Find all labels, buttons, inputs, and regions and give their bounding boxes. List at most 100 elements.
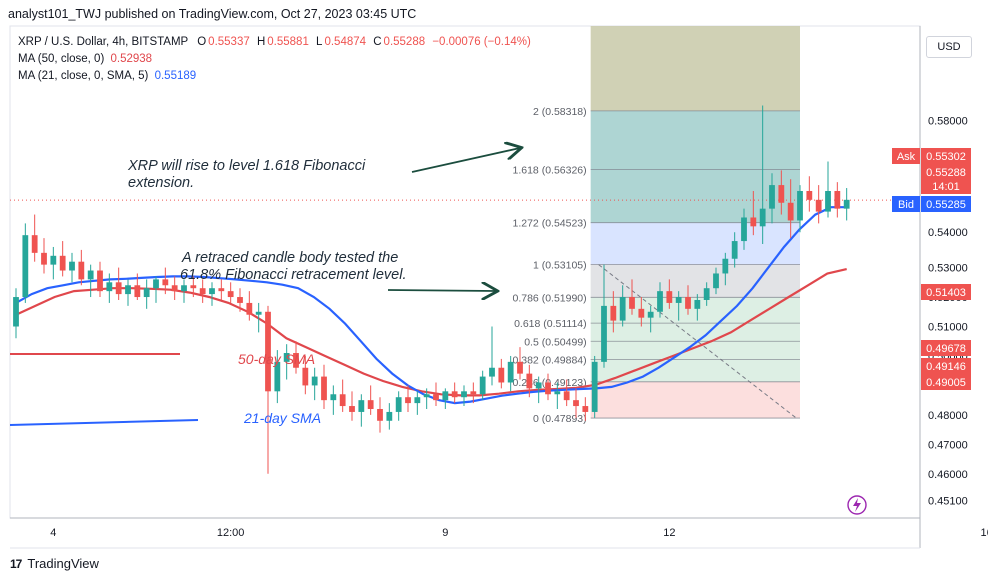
price-tick-label: 0.53000 <box>928 263 968 275</box>
candle-body <box>274 361 281 392</box>
ma21-legend[interactable]: MA (21, close, 0, SMA, 5) 0.55189 <box>18 70 196 82</box>
low-label: L <box>316 36 323 48</box>
fib-zone <box>590 323 800 342</box>
candle-body <box>395 397 402 412</box>
candle-body <box>806 190 813 200</box>
candle-body <box>517 361 523 374</box>
annotation-line: A retraced candle body tested the <box>181 250 398 266</box>
price-tick-label: 0.45100 <box>928 495 968 507</box>
candle-body <box>349 406 355 412</box>
candle-body <box>22 235 29 298</box>
candle-body <box>171 285 178 292</box>
candle-body <box>638 308 645 318</box>
tradingview-brand: TradingView <box>27 556 99 571</box>
fib-level-label: 0.5 (0.50499) <box>524 336 586 348</box>
candle-body <box>330 394 337 401</box>
price-tag-box <box>921 164 971 194</box>
candle-body <box>843 199 850 209</box>
candle-body <box>619 297 626 321</box>
price-tag-badge <box>892 148 920 164</box>
candle-body <box>750 217 757 227</box>
candle-body <box>321 376 327 401</box>
candle-body <box>722 258 729 274</box>
tradingview-logo-icon: 17 <box>10 556 22 571</box>
candle-body <box>797 190 803 221</box>
annotation-line: 61.8% Fibonacci retracement level. <box>180 267 406 283</box>
publisher-line: analyst101_TWJ published on TradingView.… <box>8 7 417 21</box>
candle-body <box>741 217 747 242</box>
fib-level-label: 1 (0.53105) <box>533 259 587 271</box>
fib-level-label: 0 (0.47893) <box>533 413 587 425</box>
candle-body <box>237 297 243 303</box>
price-tag-box <box>921 196 971 212</box>
candle-body <box>629 297 635 309</box>
candle-body <box>377 408 383 421</box>
fib-level-label: 1.618 (0.56326) <box>513 165 587 177</box>
candle-body <box>545 382 551 395</box>
arrow-to-retracement <box>387 290 496 291</box>
symbol-name[interactable]: XRP / U.S. Dollar, 4h, BITSTAMP <box>18 36 189 48</box>
candle-body <box>50 255 57 265</box>
fib-level-label: 1.272 (0.54523) <box>513 218 587 230</box>
lightning-bolt-icon <box>853 498 861 512</box>
tradingview-footer[interactable]: 17 TradingView <box>10 556 99 571</box>
candle-body <box>69 261 75 271</box>
price-tag-countdown: 14:01 <box>932 181 960 193</box>
candle-body <box>535 382 542 389</box>
candle-body <box>405 397 411 404</box>
time-tick-label: 4 <box>50 527 56 539</box>
change-value: −0.00076 (−0.14%) <box>432 36 531 48</box>
fib-zone <box>590 341 800 360</box>
price-tick-label: 0.48000 <box>928 410 968 422</box>
close-value: 0.55288 <box>383 36 426 48</box>
candle-body <box>787 202 794 221</box>
ma50-line <box>15 268 847 397</box>
price-tag-badge <box>892 196 920 212</box>
price-tick-label: 0.54000 <box>928 227 968 239</box>
annotation-fib-extension: XRP will rise to level 1.618 Fibonacci ex… <box>127 158 366 191</box>
candle-body <box>731 241 738 259</box>
fib-extension-top-zone <box>590 26 800 111</box>
annotation-retracement: A retraced candle body tested the 61.8% F… <box>180 250 406 283</box>
candle-body <box>479 376 486 395</box>
annotation-line: extension. <box>128 175 194 191</box>
currency-button[interactable]: USD <box>926 36 972 58</box>
candle-body <box>367 400 374 409</box>
ma50-label: MA (50, close, 0) <box>18 53 105 65</box>
candle-body <box>582 406 589 412</box>
candle-body <box>218 288 225 292</box>
ma21-label: MA (21, close, 0, SMA, 5) <box>18 70 149 82</box>
price-tag-value: 0.49678 <box>926 343 966 355</box>
candle-body <box>358 400 365 412</box>
candle-body <box>87 270 94 280</box>
price-tag-value: 0.51403 <box>926 287 966 299</box>
candle-body <box>115 282 122 295</box>
price-tag-box <box>921 284 971 300</box>
ma50-legend[interactable]: MA (50, close, 0) 0.52938 <box>18 53 152 65</box>
price-tag-value: 0.49005 <box>926 377 966 389</box>
open-value: 0.55337 <box>208 36 250 48</box>
fib-zone <box>590 169 800 223</box>
candle-body <box>675 297 682 303</box>
candle-body <box>246 302 253 315</box>
candle-body <box>143 288 150 298</box>
candle-body <box>554 391 561 395</box>
high-value: 0.55881 <box>267 36 309 48</box>
fib-level-label: 0.382 (0.49884) <box>513 354 587 366</box>
annotation-line: XRP will rise to level 1.618 Fibonacci <box>127 158 366 174</box>
candle-body <box>31 235 38 253</box>
candle-body <box>209 288 215 295</box>
price-tag-kind: Ask <box>897 151 916 163</box>
fib-zone <box>590 381 800 419</box>
price-tag-box <box>921 358 971 374</box>
fib-level-label: 0.618 (0.51114) <box>514 318 587 330</box>
fib-zone <box>590 264 800 298</box>
candle-body <box>78 261 85 280</box>
price-tag-value: 0.49146 <box>926 361 966 373</box>
candle-body <box>414 397 421 404</box>
low-value: 0.54874 <box>324 36 367 48</box>
candle-body <box>311 376 318 386</box>
candle-body <box>255 311 262 315</box>
candle-body <box>181 285 187 292</box>
